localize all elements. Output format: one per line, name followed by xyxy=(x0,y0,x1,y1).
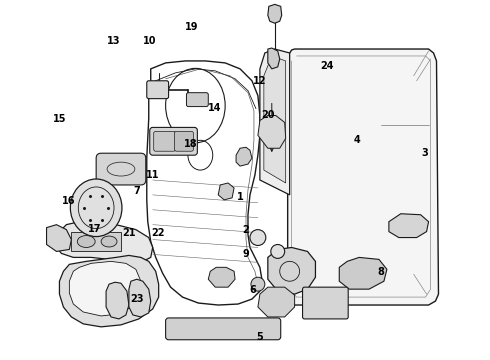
Text: 8: 8 xyxy=(378,267,385,277)
Polygon shape xyxy=(56,222,153,261)
FancyBboxPatch shape xyxy=(187,93,208,107)
FancyBboxPatch shape xyxy=(302,287,348,319)
Text: 5: 5 xyxy=(256,332,263,342)
Text: 13: 13 xyxy=(107,36,121,46)
Text: 14: 14 xyxy=(208,103,221,113)
Text: 19: 19 xyxy=(185,22,198,32)
Polygon shape xyxy=(258,116,286,148)
Text: 11: 11 xyxy=(146,170,159,180)
Polygon shape xyxy=(268,48,280,69)
Text: 16: 16 xyxy=(62,196,76,206)
Polygon shape xyxy=(258,287,294,317)
FancyBboxPatch shape xyxy=(96,153,146,185)
FancyBboxPatch shape xyxy=(166,318,281,340)
Polygon shape xyxy=(260,49,290,195)
Polygon shape xyxy=(47,225,72,251)
Polygon shape xyxy=(208,267,235,287)
Polygon shape xyxy=(288,49,439,305)
Polygon shape xyxy=(106,282,129,319)
FancyBboxPatch shape xyxy=(150,127,197,155)
Polygon shape xyxy=(268,247,316,294)
FancyBboxPatch shape xyxy=(154,131,175,151)
Text: 21: 21 xyxy=(122,228,136,238)
Text: 24: 24 xyxy=(320,62,333,71)
Polygon shape xyxy=(218,183,234,200)
Ellipse shape xyxy=(71,179,122,237)
Text: 17: 17 xyxy=(88,224,101,234)
Text: 6: 6 xyxy=(249,285,256,295)
FancyBboxPatch shape xyxy=(147,81,169,99)
Text: 12: 12 xyxy=(253,76,267,86)
FancyBboxPatch shape xyxy=(174,131,194,151)
Text: 18: 18 xyxy=(184,139,197,149)
Polygon shape xyxy=(339,257,387,289)
Text: 15: 15 xyxy=(52,114,66,124)
Ellipse shape xyxy=(101,236,117,247)
Text: 1: 1 xyxy=(237,192,244,202)
Text: 3: 3 xyxy=(421,148,428,158)
Circle shape xyxy=(271,244,285,258)
Text: 9: 9 xyxy=(243,249,249,259)
Polygon shape xyxy=(264,56,286,183)
Polygon shape xyxy=(147,61,262,305)
Polygon shape xyxy=(59,255,159,327)
Polygon shape xyxy=(236,147,252,166)
Text: 7: 7 xyxy=(134,186,141,196)
Polygon shape xyxy=(70,261,141,316)
Text: 10: 10 xyxy=(144,36,157,46)
Polygon shape xyxy=(389,214,429,238)
Circle shape xyxy=(250,230,266,246)
Text: 20: 20 xyxy=(262,110,275,120)
Text: 23: 23 xyxy=(130,294,144,303)
Circle shape xyxy=(251,277,265,291)
Text: 22: 22 xyxy=(152,228,165,238)
Polygon shape xyxy=(268,4,282,23)
Ellipse shape xyxy=(77,235,95,247)
Text: 2: 2 xyxy=(243,225,249,235)
Polygon shape xyxy=(72,231,121,251)
Text: 4: 4 xyxy=(353,135,360,145)
Polygon shape xyxy=(129,279,151,317)
